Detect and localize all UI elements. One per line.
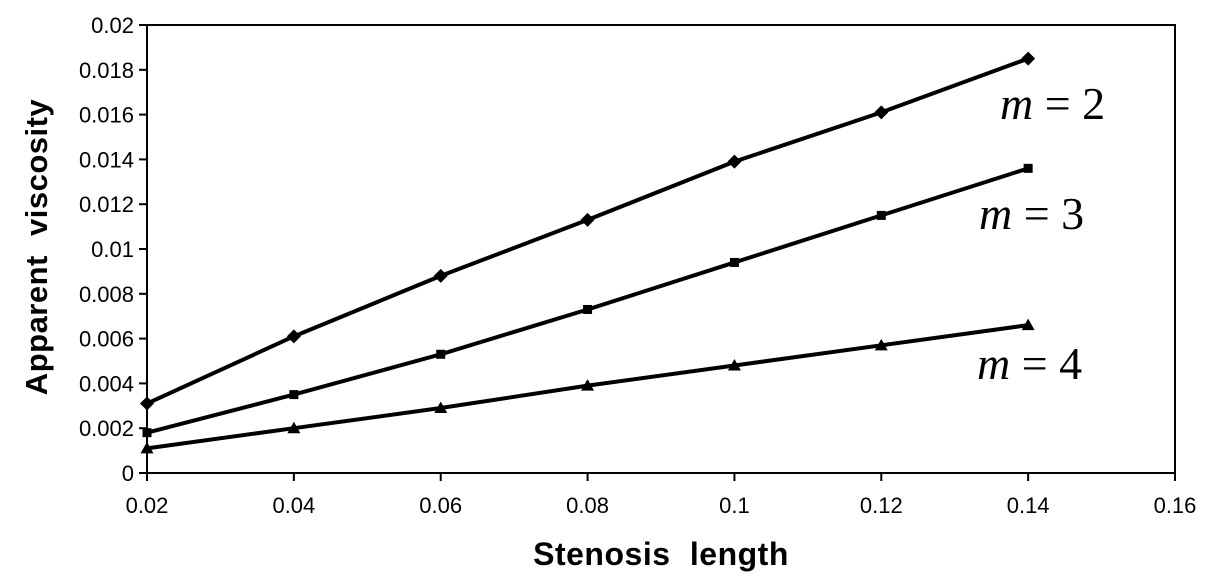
series-marker-m2	[874, 105, 889, 120]
series-label-m4-var: m	[977, 338, 1011, 389]
x-tick-label: 0.16	[1154, 493, 1197, 518]
series-marker-m4	[287, 421, 301, 434]
y-tick-label: 0.018	[79, 58, 134, 83]
series-marker-m4	[434, 401, 448, 414]
series-marker-m3	[436, 349, 446, 359]
x-axis-title: Stenosis length	[533, 536, 789, 572]
x-tick-label: 0.04	[272, 493, 315, 518]
series-label-m2-value: = 2	[1033, 78, 1106, 129]
y-tick-label: 0.014	[79, 147, 134, 172]
x-tick-label: 0.1	[719, 493, 750, 518]
series-marker-m4	[1021, 318, 1035, 331]
series-marker-m4	[581, 379, 595, 391]
series-label-m3-var: m	[979, 188, 1013, 239]
y-tick-label: 0.012	[79, 192, 134, 217]
series-label-m3: m = 3	[979, 191, 1084, 237]
series-label-m3-value: = 3	[1012, 188, 1085, 239]
y-tick-label: 0.008	[79, 282, 134, 307]
x-tick-label: 0.08	[566, 493, 609, 518]
series-marker-m4	[874, 338, 888, 351]
series-marker-m3	[289, 390, 299, 400]
series-line-m2	[145, 56, 1031, 406]
series-line-m3	[145, 166, 1031, 435]
y-tick-label: 0.002	[79, 416, 134, 441]
series-marker-m2	[286, 329, 301, 344]
series-marker-m2	[580, 212, 595, 227]
series-marker-m3	[142, 428, 152, 438]
series-marker-m3	[729, 257, 739, 267]
y-tick-label: 0.006	[79, 327, 134, 352]
series-marker-m2	[1021, 51, 1036, 66]
x-tick-label: 0.14	[1007, 493, 1050, 518]
y-tick-label: 0	[122, 461, 134, 486]
series-marker-m2	[727, 154, 742, 169]
series-marker-m4	[727, 358, 741, 371]
series-label-m4: m = 4	[977, 341, 1082, 387]
x-tick-label: 0.06	[419, 493, 462, 518]
x-tick-label: 0.02	[126, 493, 169, 518]
series-marker-m3	[1023, 163, 1033, 173]
series-marker-m4	[140, 441, 154, 454]
y-tick-label: 0.004	[79, 371, 134, 396]
y-tick-label: 0.01	[91, 237, 134, 262]
y-tick-label: 0.02	[91, 13, 134, 38]
series-marker-m2	[140, 396, 154, 411]
series-marker-m3	[583, 304, 593, 314]
y-axis-title: Apparent viscosity	[19, 98, 54, 396]
x-tick-label: 0.12	[860, 493, 903, 518]
series-label-m4-value: = 4	[1010, 338, 1083, 389]
series-marker-m3	[876, 210, 886, 220]
y-tick-label: 0.016	[79, 103, 134, 128]
series-label-m2-var: m	[1000, 78, 1034, 129]
series-label-m2: m = 2	[1000, 81, 1105, 127]
series-marker-m2	[433, 268, 448, 283]
